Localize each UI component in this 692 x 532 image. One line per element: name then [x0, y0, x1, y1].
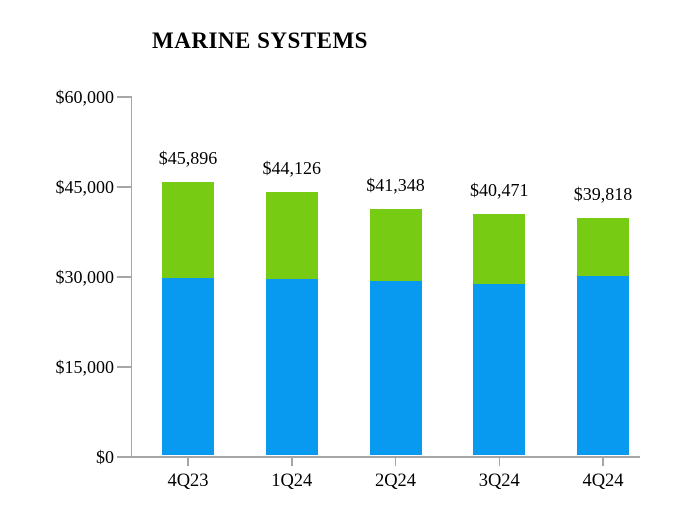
x-axis-category-label: 3Q24: [478, 471, 520, 491]
x-axis-category-label: 4Q24: [582, 471, 624, 491]
y-axis-tick-label: $30,000: [55, 267, 115, 287]
y-axis-tick-label: $60,000: [55, 87, 115, 107]
bar-segment-blue-3Q24: [473, 283, 526, 456]
y-axis-tick: [117, 276, 132, 278]
x-axis-tick: [498, 457, 500, 466]
bar-segment-blue-1Q24: [265, 278, 318, 456]
x-axis-tick: [291, 457, 293, 466]
bar-total-label: $40,471: [470, 180, 529, 201]
x-axis-category-label: 4Q23: [167, 471, 209, 491]
y-axis-tick-label: $15,000: [55, 357, 115, 377]
bar-segment-green-1Q24: [265, 192, 318, 279]
bar-total-label: $39,818: [573, 184, 633, 205]
y-axis-tick-label: $0: [96, 447, 114, 467]
bar-total-label: $45,896: [158, 147, 218, 168]
bar-total-label: $44,126: [262, 158, 322, 179]
bar-total-label: $41,348: [366, 174, 425, 195]
y-axis-line: [130, 97, 132, 457]
x-axis-category-label: 2Q24: [374, 471, 417, 491]
x-axis-tick: [394, 457, 397, 466]
chart-title: MARINE SYSTEMS: [152, 28, 368, 53]
bar-segment-green-2Q24: [369, 208, 422, 281]
y-axis-tick: [117, 186, 132, 188]
bar-segment-green-4Q24: [577, 218, 629, 277]
bar-segment-blue-2Q24: [369, 280, 422, 456]
y-axis-tick: [117, 366, 132, 368]
x-axis-tick: [602, 457, 604, 466]
y-axis-tick-label: $45,000: [55, 177, 115, 197]
x-axis-line: [117, 456, 640, 458]
bar-segment-green-4Q23: [162, 181, 214, 278]
bar-segment-green-3Q24: [473, 214, 526, 284]
x-axis-category-label: 1Q24: [271, 471, 313, 491]
y-axis-tick: [117, 96, 132, 98]
bar-segment-blue-4Q23: [162, 277, 214, 456]
bar-segment-blue-4Q24: [577, 276, 629, 456]
x-axis-tick: [187, 457, 189, 466]
